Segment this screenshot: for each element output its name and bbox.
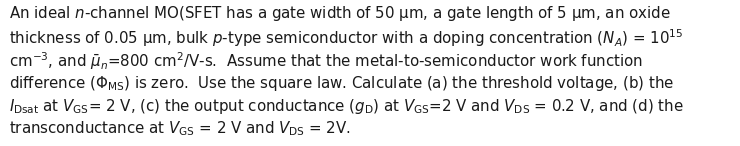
Text: An ideal $n$-channel MO(SFET has a gate width of 50 μm, a gate length of 5 μm, a: An ideal $n$-channel MO(SFET has a gate … [9,4,670,23]
Text: transconductance at $V_{\rm GS}$ = 2 V and $V_{\rm DS}$ = 2V.: transconductance at $V_{\rm GS}$ = 2 V a… [9,120,351,138]
Text: difference (Φ$_{\rm MS}$) is zero.  Use the square law. Calculate (a) the thresh: difference (Φ$_{\rm MS}$) is zero. Use t… [9,74,674,93]
Text: $I_{\rm Dsat}$ at $V_{\rm GS}$= 2 V, (c) the output conductance ($g_{\rm D}$) at: $I_{\rm Dsat}$ at $V_{\rm GS}$= 2 V, (c)… [9,97,684,116]
Text: cm$^{-3}$, and $\bar{\mu}_n$=800 cm$^2$/V-s.  Assume that the metal-to-semicondu: cm$^{-3}$, and $\bar{\mu}_n$=800 cm$^2$/… [9,51,643,72]
Text: thickness of 0.05 μm, bulk $p$-type semiconductor with a doping concentration ($: thickness of 0.05 μm, bulk $p$-type semi… [9,27,683,49]
